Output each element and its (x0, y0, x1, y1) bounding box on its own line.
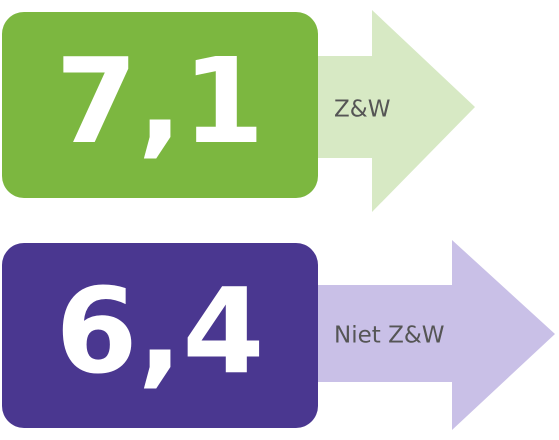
label: Z&W (334, 97, 390, 123)
score-box (2, 12, 318, 198)
score: 7,1 (55, 32, 264, 170)
score-box (2, 243, 318, 428)
arrow (318, 240, 555, 430)
arrow (318, 10, 475, 212)
label: Niet Z&W (334, 323, 445, 349)
score: 6,4 (55, 262, 264, 400)
